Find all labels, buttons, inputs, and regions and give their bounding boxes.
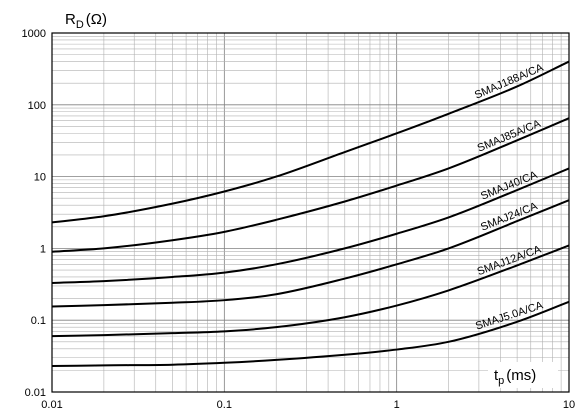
x-axis-title: tp (ms) — [494, 367, 536, 387]
x-axis-title-sub: p — [498, 375, 504, 387]
y-axis-title: RD (Ω) — [65, 11, 107, 31]
series-line — [51, 117, 570, 253]
x-axis-title-main: t — [494, 367, 499, 384]
grid — [51, 33, 569, 393]
y-tick-label: 1 — [40, 243, 46, 255]
series-line — [51, 60, 570, 224]
series-line — [51, 199, 570, 308]
x-tick-label: 10 — [563, 399, 575, 411]
y-tick-label: 0.01 — [25, 387, 46, 399]
y-axis-title-main: R — [65, 11, 76, 28]
x-tick-label: 0.01 — [41, 399, 62, 411]
y-tick-label: 0.1 — [31, 315, 46, 327]
series-line — [51, 244, 570, 338]
plot-frame — [51, 32, 570, 393]
series-label: SMAJ85A/CA — [476, 117, 543, 154]
x-tick-label: 1 — [394, 399, 400, 411]
y-tick-label: 1000 — [22, 28, 46, 40]
x-tick-label: 0.1 — [217, 399, 232, 411]
x-axis-title-bg — [488, 362, 558, 388]
y-axis-title-sub: D — [76, 19, 84, 31]
y-tick-label: 10 — [34, 172, 46, 184]
y-axis-title-unit: (Ω) — [86, 11, 107, 28]
x-axis-title-unit: (ms) — [506, 367, 536, 384]
x-tick-labels: 0.01 0.1 1 10 — [41, 399, 575, 411]
y-tick-label: 100 — [28, 100, 46, 112]
series-labels: SMAJ188A/CASMAJ85A/CASMAJ40/CASMAJ24/CAS… — [473, 61, 546, 332]
series-line — [51, 167, 570, 284]
series-curves — [51, 60, 570, 368]
series-label: SMAJ188A/CA — [473, 61, 546, 101]
series-line — [51, 300, 570, 368]
y-tick-labels: 1000 100 10 1 0.1 0.01 — [22, 28, 46, 399]
